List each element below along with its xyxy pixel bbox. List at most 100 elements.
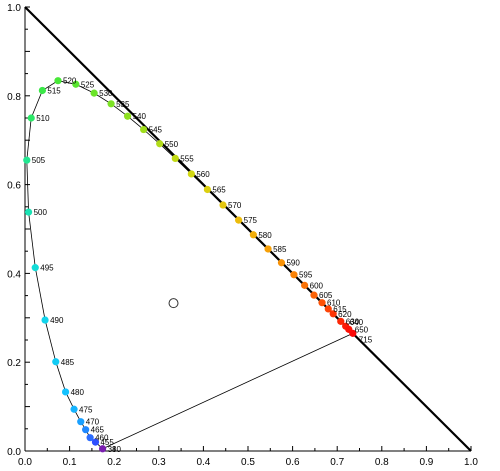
wavelength-point — [249, 231, 257, 239]
wavelength-point — [140, 125, 148, 134]
wavelength-point — [187, 170, 195, 178]
wavelength-label: 465 — [91, 426, 105, 435]
wavelength-point — [324, 305, 332, 313]
wavelength-label: 640 — [350, 318, 364, 327]
wavelength-point — [301, 281, 309, 289]
wavelength-point — [24, 208, 33, 216]
wavelength-label: 530 — [99, 89, 113, 98]
wavelength-label: 605 — [319, 291, 333, 300]
wavelength-point — [264, 245, 272, 253]
wavelength-label: 585 — [273, 245, 287, 254]
wavelength-label: 650 — [355, 325, 369, 334]
wavelength-point — [349, 329, 357, 337]
y-tick-label: 0.2 — [7, 358, 21, 369]
wavelength-point — [171, 154, 179, 163]
wavelength-label: 545 — [149, 126, 163, 135]
wavelength-label: 455 — [100, 438, 114, 447]
x-tick-label: 0.4 — [196, 457, 210, 468]
wavelength-point — [82, 426, 90, 434]
y-tick-label: 0.0 — [7, 447, 21, 458]
x-tick-label: 0.9 — [419, 457, 433, 468]
wavelength-point — [99, 445, 107, 453]
wavelength-label: 500 — [34, 208, 48, 217]
wavelength-label: 575 — [244, 216, 258, 225]
wavelength-label: 550 — [165, 140, 179, 149]
wavelength-label: 540 — [133, 112, 147, 121]
wavelength-label: 475 — [79, 405, 93, 414]
x-tick-label: 0.6 — [286, 457, 300, 468]
wavelength-label: 715 — [359, 335, 373, 344]
y-tick-label: 0.6 — [7, 181, 21, 192]
wavelength-point — [38, 86, 46, 95]
wavelength-point — [219, 201, 227, 209]
wavelength-label: 460 — [95, 434, 109, 443]
wavelength-label: 570 — [228, 201, 242, 210]
x-tick-label: 0.5 — [241, 457, 255, 468]
wavelength-point — [156, 140, 164, 148]
wavelength-label: 565 — [212, 185, 226, 194]
wavelength-label: 515 — [47, 86, 61, 95]
wavelength-label: 505 — [32, 156, 46, 165]
wavelength-point — [235, 216, 243, 224]
x-tick-label: 0.0 — [18, 457, 32, 468]
wavelength-label: 560 — [196, 170, 210, 179]
wavelength-point — [27, 114, 35, 122]
y-tick-label: 0.8 — [7, 92, 21, 103]
wavelength-point — [123, 112, 132, 120]
wavelength-point — [310, 291, 318, 299]
wavelength-label: 620 — [338, 310, 352, 319]
wavelength-label: 520 — [63, 77, 77, 86]
white-point — [168, 298, 179, 309]
spectral-points — [23, 77, 357, 453]
wavelength-label: 480 — [71, 388, 85, 397]
wavelength-label: 555 — [180, 154, 194, 163]
wavelength-point — [329, 310, 337, 318]
x-tick-label: 0.7 — [330, 457, 344, 468]
wavelength-point — [61, 388, 70, 396]
axis-tick-labels: 0.0 0.1 0.2 0.3 0.4 0.5 0.6 0.7 0.8 0.9 1.0 0.0 0.2 0… — [7, 3, 478, 468]
white-point-group — [168, 298, 179, 309]
x-tick-label: 0.8 — [375, 457, 389, 468]
x-tick-label: 0.1 — [63, 457, 77, 468]
wavelength-point — [318, 299, 326, 307]
wavelength-point — [290, 271, 298, 279]
wavelength-label: 595 — [299, 271, 313, 280]
x-tick-label: 0.2 — [107, 457, 121, 468]
wavelength-label: 600 — [310, 281, 324, 290]
y-tick-label: 1.0 — [7, 3, 21, 14]
wavelength-label: 495 — [40, 264, 54, 273]
wavelength-point — [337, 317, 345, 325]
wavelength-point — [72, 80, 80, 88]
wavelength-label: 470 — [86, 418, 100, 427]
wavelength-label: 590 — [286, 259, 300, 268]
wavelength-label: 615 — [333, 305, 347, 314]
wavelength-label: 580 — [258, 231, 272, 240]
wavelength-point — [90, 89, 98, 97]
y-tick-label: 0.4 — [7, 269, 21, 280]
wavelength-point — [52, 358, 60, 366]
wavelength-point — [23, 156, 31, 164]
wavelength-point — [107, 100, 115, 108]
wavelength-point — [277, 259, 286, 267]
wavelength-label: 510 — [36, 114, 50, 123]
wavelength-label: 485 — [61, 358, 75, 367]
x-tick-label: 1.0 — [464, 457, 478, 468]
x-tick-label: 0.3 — [152, 457, 166, 468]
line-of-purples — [102, 332, 353, 450]
wavelength-point — [54, 77, 62, 85]
wavelength-point — [41, 316, 49, 324]
wavelength-point — [91, 438, 100, 446]
wavelength-point — [203, 185, 212, 194]
wavelength-label: 490 — [50, 316, 64, 325]
wavelength-point — [77, 418, 85, 426]
wavelength-point — [86, 434, 94, 442]
wavelength-label: 535 — [116, 100, 130, 109]
wavelength-point — [70, 405, 78, 413]
wavelength-label: 630 — [346, 317, 360, 326]
wavelength-label: 525 — [81, 80, 95, 89]
wavelength-label: 610 — [327, 299, 341, 308]
wavelength-label: 380 — [108, 445, 122, 454]
wavelength-point — [31, 264, 39, 272]
